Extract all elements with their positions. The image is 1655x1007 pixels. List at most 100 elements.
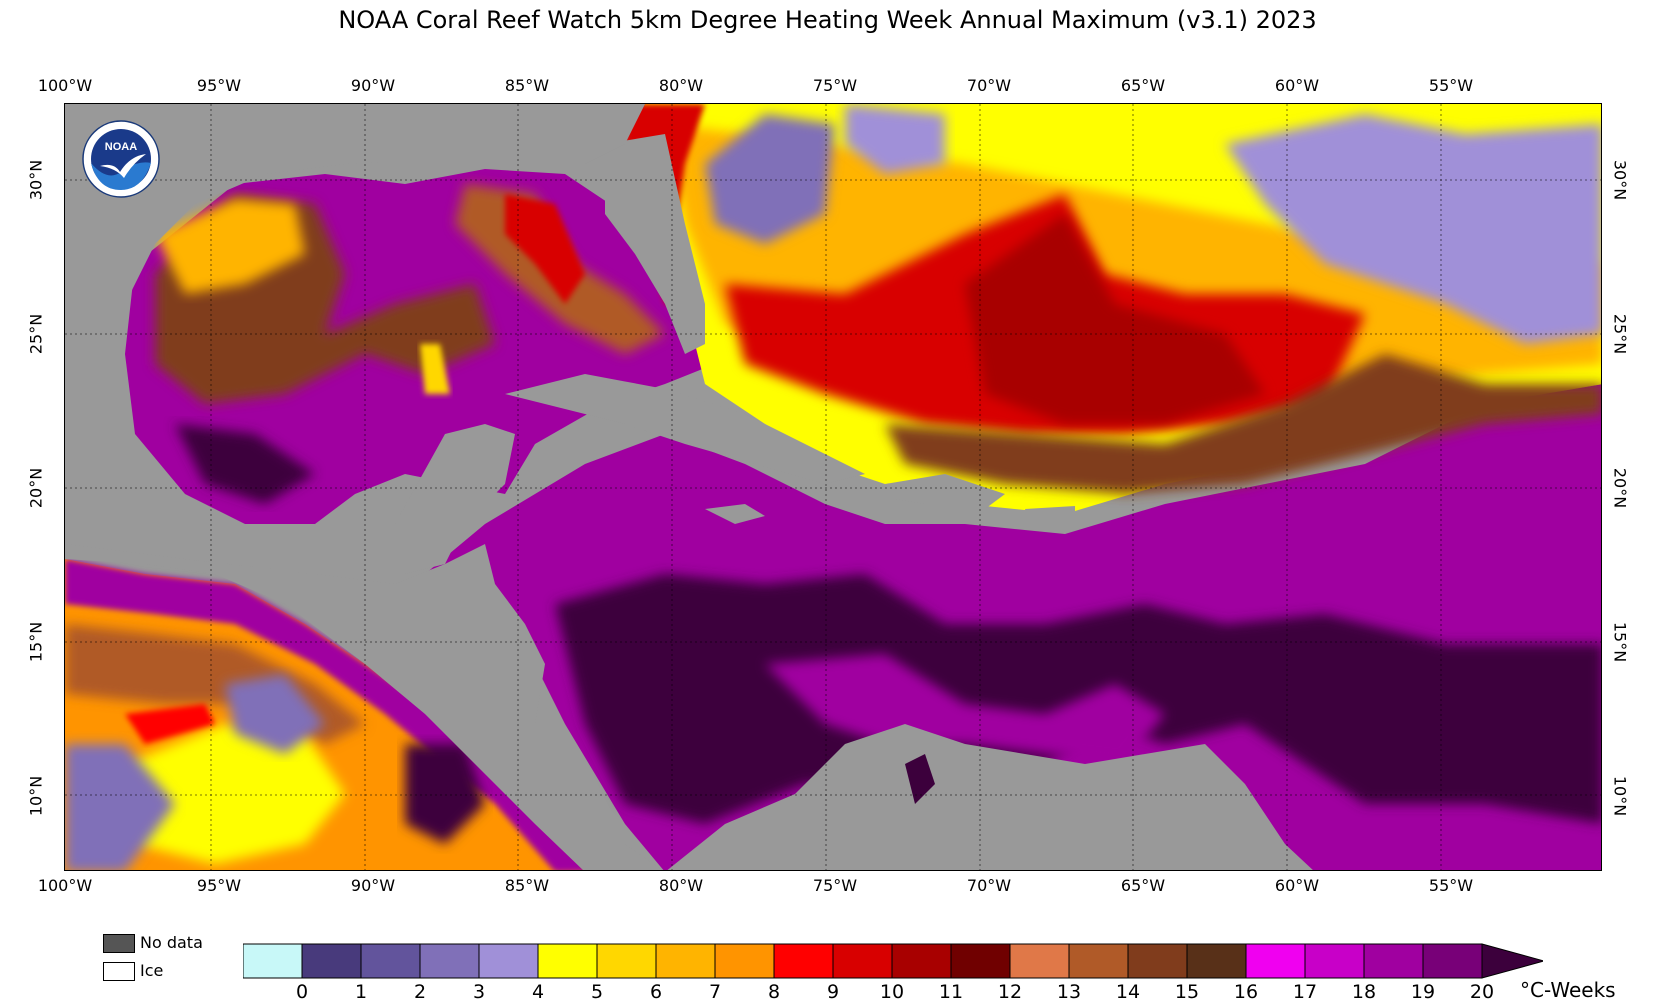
- dhw-map-canvas: [65, 104, 1601, 870]
- atlantic-lavender-3: [845, 104, 945, 174]
- lon-label-bottom: 70°W: [966, 876, 1012, 895]
- colorbar-cell: [1363, 943, 1424, 979]
- colorbar-cell: [360, 943, 421, 979]
- noaa-logo: NOAA: [82, 120, 160, 198]
- colorbar-cell: [243, 943, 303, 979]
- dhw-map: [64, 103, 1602, 871]
- colorbar-tick-label: 20: [1469, 981, 1495, 1003]
- lon-label-bottom: 75°W: [812, 876, 858, 895]
- colorbar-tick-label: 4: [531, 981, 545, 1003]
- hispaniola-land: [885, 474, 1005, 509]
- lat-label-left: 20°N: [26, 467, 46, 509]
- colorbar-tick-label: 3: [472, 981, 486, 1003]
- lon-label-bottom: 95°W: [196, 876, 242, 895]
- colorbar-cell: [832, 943, 893, 979]
- no-data-label: No data: [140, 933, 203, 952]
- colorbar-cell: [301, 943, 362, 979]
- svg-text:NOAA: NOAA: [105, 141, 137, 153]
- colorbar-cell: [537, 943, 598, 979]
- atlantic-lavender-2: [1225, 114, 1601, 344]
- colorbar-tick-label: 15: [1174, 981, 1200, 1003]
- lon-label-bottom: 55°W: [1428, 876, 1474, 895]
- lon-label-bottom: 65°W: [1120, 876, 1166, 895]
- colorbar-extension: [1481, 943, 1543, 979]
- lake-maracaibo: [905, 754, 935, 804]
- colorbar-tick-label: 19: [1410, 981, 1436, 1003]
- florida-land: [605, 134, 705, 354]
- colorbar-tick-label: 2: [413, 981, 427, 1003]
- lat-label-right: 10°N: [1610, 775, 1630, 817]
- yucatan-land: [395, 424, 515, 574]
- lat-label-right: 30°N: [1610, 159, 1630, 201]
- colorbar-cell: [655, 943, 716, 979]
- map-title: NOAA Coral Reef Watch 5km Degree Heating…: [338, 6, 1317, 34]
- colorbar-tick-label: 7: [708, 981, 722, 1003]
- lat-label-left: 25°N: [26, 313, 46, 355]
- lat-label-left: 30°N: [26, 159, 46, 201]
- colorbar: [243, 943, 1543, 979]
- colorbar-cell: [773, 943, 834, 979]
- colorbar-cell: [596, 943, 657, 979]
- colorbar-cell: [1068, 943, 1129, 979]
- gulf-red-ring: [505, 194, 585, 304]
- colorbar-tick-label: 1: [354, 981, 368, 1003]
- jamaica-land: [705, 504, 765, 524]
- puerto-rico-land: [1025, 506, 1075, 518]
- caribbean-core: [555, 574, 1601, 824]
- lon-label-bottom: 80°W: [658, 876, 704, 895]
- colorbar-cell: [478, 943, 539, 979]
- colorbar-tick-label: 17: [1292, 981, 1318, 1003]
- colorbar-tick-label: 6: [649, 981, 663, 1003]
- lon-label-top: 90°W: [350, 76, 396, 95]
- colorbar-cell: [714, 943, 775, 979]
- graticule: [65, 104, 1601, 870]
- no-data-swatch: [103, 934, 135, 953]
- pacific-dark-patch: [405, 744, 485, 844]
- lon-label-bottom: 85°W: [504, 876, 550, 895]
- atlantic-lavender-1: [705, 114, 835, 244]
- us-gulf-coast-land: [125, 104, 645, 304]
- caribbean-magenta-band: [765, 654, 1165, 764]
- gulf-west-hot: [155, 199, 305, 294]
- lat-label-right: 15°N: [1610, 621, 1630, 663]
- colorbar-cell: [1186, 943, 1247, 979]
- pacific-lavender-2: [225, 674, 325, 754]
- colorbar-tick-label: 13: [1056, 981, 1082, 1003]
- pacific-magenta-coast: [65, 559, 594, 870]
- gulf-east-yellow: [420, 344, 450, 394]
- colorbar-tick-label: 9: [826, 981, 840, 1003]
- lon-label-top: 80°W: [658, 76, 704, 95]
- cuba-land: [505, 374, 865, 484]
- colorbar-cell: [1245, 943, 1306, 979]
- atlantic-brown-edge: [885, 354, 1601, 494]
- colorbar-cell: [950, 943, 1011, 979]
- lon-label-top: 60°W: [1274, 76, 1320, 95]
- gulf-southwest-dark: [175, 424, 315, 504]
- colorbar-tick-label: 11: [938, 981, 964, 1003]
- lat-label-right: 20°N: [1610, 467, 1630, 509]
- lon-label-top: 95°W: [196, 76, 242, 95]
- lon-label-bottom: 100°W: [37, 876, 93, 895]
- lon-label-bottom: 60°W: [1274, 876, 1320, 895]
- colorbar-cell: [1009, 943, 1070, 979]
- lat-label-left: 15°N: [26, 621, 46, 663]
- pacific-lavender: [65, 744, 175, 870]
- colorbar-cell: [1304, 943, 1365, 979]
- colorbar-cell: [1127, 943, 1188, 979]
- ice-label: Ice: [140, 961, 164, 980]
- colorbar-cell: [1422, 943, 1483, 979]
- atlantic-darkred: [965, 214, 1265, 424]
- colorbar-tick-label: 18: [1351, 981, 1377, 1003]
- lon-label-bottom: 90°W: [350, 876, 396, 895]
- colorbar-tick-label: 5: [590, 981, 604, 1003]
- pacific-red-band: [125, 704, 215, 744]
- colorbar-tick-label: 8: [767, 981, 781, 1003]
- colorbar-tick-label: 12: [997, 981, 1023, 1003]
- colorbar-unit: °C-Weeks: [1520, 978, 1616, 1002]
- lat-label-right: 25°N: [1610, 313, 1630, 355]
- colorbar-tick-label: 10: [879, 981, 905, 1003]
- central-america-land: [65, 544, 663, 870]
- lat-label-left: 10°N: [26, 775, 46, 817]
- lon-label-top: 85°W: [504, 76, 550, 95]
- pacific-yellow: [125, 724, 345, 864]
